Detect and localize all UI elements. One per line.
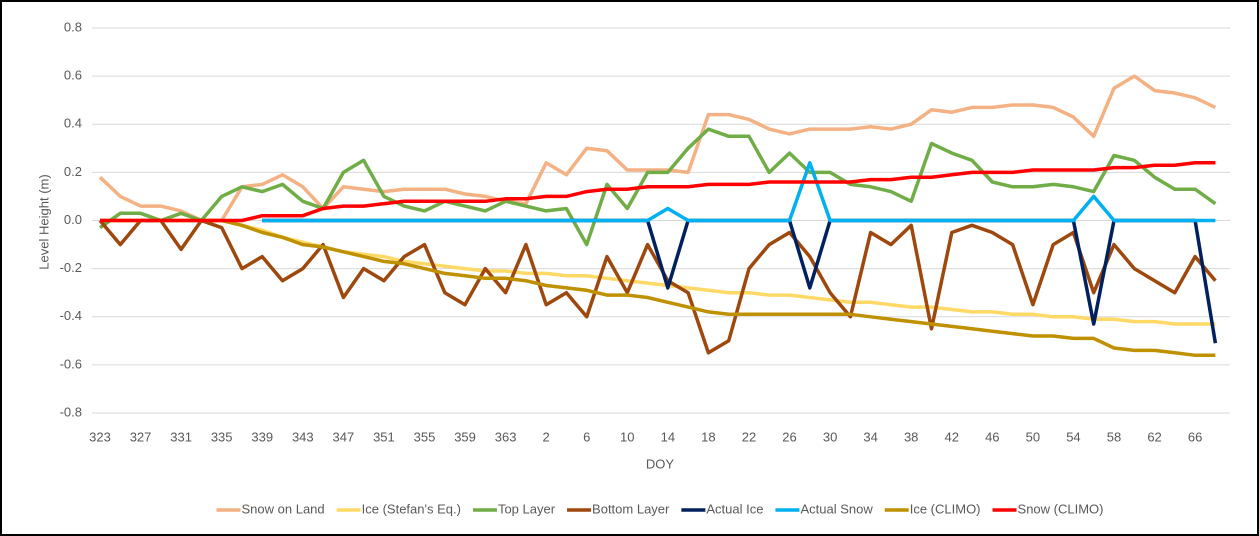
- series-line: [98, 127, 1217, 247]
- legend-label: Actual Ice: [706, 501, 763, 516]
- x-tick-label: 66: [1188, 429, 1202, 444]
- y-tick-label: 0.4: [64, 116, 82, 131]
- y-tick-label: 0.8: [64, 19, 82, 34]
- x-tick-label: 58: [1107, 429, 1121, 444]
- y-tick-label: 0.6: [64, 68, 82, 83]
- series-line: [98, 74, 1217, 223]
- legend-label: Top Layer: [498, 501, 556, 516]
- x-tick-label: 327: [130, 429, 152, 444]
- series-line: [100, 161, 1216, 223]
- x-tick-label: 50: [1026, 429, 1040, 444]
- legend-label: Snow on Land: [242, 501, 325, 516]
- x-tick-label: 62: [1147, 429, 1161, 444]
- legend-label: Bottom Layer: [592, 501, 670, 516]
- x-tick-label: 355: [414, 429, 436, 444]
- legend-label: Snow (CLIMO): [1018, 501, 1104, 516]
- x-tick-label: 42: [945, 429, 959, 444]
- x-tick-label: 18: [701, 429, 715, 444]
- x-tick-label: 335: [211, 429, 233, 444]
- y-tick-label: 0.2: [64, 164, 82, 179]
- x-tick-label: 6: [583, 429, 590, 444]
- x-tick-label: 2: [543, 429, 550, 444]
- x-tick-label: 323: [89, 429, 111, 444]
- series-line: [98, 218, 1217, 355]
- y-axis-title: Level Height (m): [36, 174, 51, 269]
- x-tick-label: 30: [823, 429, 837, 444]
- x-tick-label: 34: [863, 429, 877, 444]
- x-tick-label: 38: [904, 429, 918, 444]
- x-tick-label: 10: [620, 429, 634, 444]
- legend-label: Ice (Stefan's Eq.): [362, 501, 461, 516]
- x-tick-label: 26: [782, 429, 796, 444]
- x-axis-title: DOY: [646, 456, 675, 471]
- x-tick-label: 351: [373, 429, 395, 444]
- y-tick-label: -0.2: [60, 260, 82, 275]
- x-tick-label: 46: [985, 429, 999, 444]
- x-tick-label: 363: [495, 429, 517, 444]
- x-tick-label: 347: [333, 429, 355, 444]
- legend-label: Ice (CLIMO): [910, 501, 981, 516]
- y-tick-label: -0.6: [60, 356, 82, 371]
- x-tick-label: 54: [1066, 429, 1080, 444]
- x-tick-label: 343: [292, 429, 314, 444]
- x-tick-label: 22: [742, 429, 756, 444]
- y-tick-label: -0.8: [60, 404, 82, 419]
- legend: Snow on Land Ice (Stefan's Eq.) Top Layer B…: [216, 501, 1104, 516]
- series-line: [262, 218, 1218, 344]
- series-line: [100, 218, 1216, 326]
- x-tick-label: 14: [661, 429, 675, 444]
- series-line: [262, 161, 1216, 223]
- series-line: [100, 218, 1216, 358]
- x-tick-label: 331: [170, 429, 192, 444]
- y-tick-label: 0.0: [64, 212, 82, 227]
- x-tick-label: 339: [251, 429, 273, 444]
- x-tick-label: 359: [454, 429, 476, 444]
- legend-label: Actual Snow: [800, 501, 873, 516]
- y-tick-label: -0.4: [60, 308, 82, 323]
